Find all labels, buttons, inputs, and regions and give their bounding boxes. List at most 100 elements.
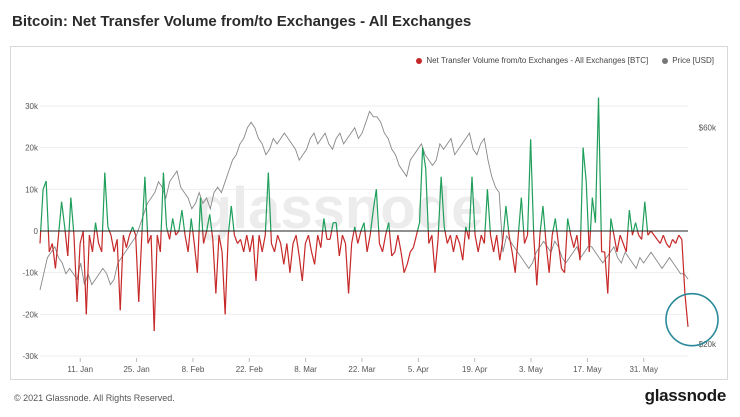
- net-segment: [264, 172, 269, 232]
- net-segment: [641, 201, 646, 232]
- net-segment: [76, 243, 81, 302]
- net-segment: [612, 230, 615, 236]
- net-segment: [462, 230, 467, 261]
- net-segment: [627, 210, 630, 232]
- net-segment: [378, 243, 384, 253]
- net-segment: [292, 234, 297, 244]
- net-segment: [385, 230, 388, 236]
- y-left-tick-label: -30k: [22, 352, 39, 361]
- net-segment: [493, 235, 498, 252]
- chart-frame: [10, 46, 728, 380]
- net-segment: [331, 222, 334, 232]
- net-segment: [397, 235, 402, 252]
- net-segment: [317, 235, 322, 248]
- legend-item-net[interactable]: Net Transfer Volume from/to Exchanges - …: [416, 56, 648, 65]
- net-segment: [591, 197, 597, 223]
- net-segment: [261, 235, 266, 252]
- net-segment: [366, 235, 371, 252]
- net-segment: [172, 218, 176, 232]
- net-segment: [418, 147, 424, 223]
- net-segment: [357, 230, 362, 244]
- net-segment: [579, 230, 582, 261]
- net-segment: [267, 172, 272, 232]
- net-segment: [514, 235, 519, 273]
- net-segment: [370, 210, 374, 232]
- net-segment: [672, 238, 677, 244]
- x-tick-label: 8. Feb: [182, 365, 205, 374]
- net-segment: [542, 205, 546, 232]
- net-segment: [150, 235, 155, 332]
- net-segment: [280, 243, 285, 265]
- net-segment: [289, 243, 294, 273]
- net-segment: [443, 226, 446, 232]
- net-segment: [51, 243, 57, 269]
- net-segment: [101, 230, 104, 252]
- net-segment: [544, 230, 547, 244]
- x-tick-label: 8. Mar: [294, 365, 317, 374]
- net-segment: [610, 218, 614, 232]
- net-segment: [354, 230, 359, 244]
- net-segment: [224, 235, 229, 315]
- net-segment: [209, 214, 213, 232]
- y-left-tick-label: -10k: [22, 269, 39, 278]
- net-segment: [474, 235, 479, 252]
- net-segment: [631, 230, 635, 236]
- net-segment: [622, 243, 627, 253]
- net-segment: [554, 218, 558, 232]
- net-segment: [94, 222, 98, 232]
- net-segment: [552, 218, 556, 232]
- net-segment: [576, 235, 581, 261]
- net-segment: [375, 189, 380, 232]
- legend-item-price[interactable]: Price [USD]: [662, 56, 714, 65]
- net-segment: [243, 235, 248, 252]
- net-segment: [233, 234, 239, 244]
- net-segment: [503, 205, 507, 232]
- net-segment: [613, 235, 618, 252]
- net-segment: [283, 243, 288, 265]
- net-segment: [369, 230, 372, 236]
- net-segment: [567, 218, 571, 232]
- net-segment: [91, 230, 96, 252]
- net-segment: [545, 243, 550, 273]
- net-segment: [286, 243, 291, 273]
- net-segment: [320, 230, 324, 248]
- net-segment: [193, 243, 198, 273]
- net-segment: [273, 235, 279, 252]
- legend-label-net: Net Transfer Volume from/to Exchanges - …: [426, 56, 649, 65]
- net-segment: [659, 234, 664, 244]
- net-segment: [444, 230, 448, 244]
- net-segment: [684, 293, 689, 327]
- net-segment: [101, 172, 106, 232]
- net-segment: [422, 147, 427, 169]
- net-segment: [178, 210, 183, 232]
- net-segment: [64, 230, 69, 257]
- net-segment: [190, 218, 194, 232]
- net-segment: [428, 234, 433, 244]
- net-segment: [625, 230, 629, 252]
- net-segment: [298, 255, 303, 282]
- net-segment: [363, 222, 366, 232]
- net-segment: [427, 230, 430, 244]
- net-segment: [156, 235, 161, 252]
- x-tick-label: 5. Apr: [408, 365, 429, 374]
- net-segment: [61, 201, 66, 227]
- net-segment: [484, 189, 489, 232]
- net-segment: [449, 235, 455, 252]
- net-segment: [162, 172, 168, 227]
- net-segment: [153, 235, 158, 332]
- net-segment: [641, 230, 643, 240]
- net-segment: [336, 230, 340, 257]
- y-right-tick-label: $60k: [699, 124, 717, 133]
- net-segment: [446, 234, 451, 244]
- net-segment: [58, 201, 63, 232]
- legend-dot-price-icon: [662, 57, 669, 64]
- net-segment: [437, 176, 442, 232]
- net-segment: [45, 180, 49, 232]
- net-segment: [647, 230, 652, 236]
- net-segment: [237, 238, 242, 244]
- net-segment: [301, 243, 306, 282]
- net-segment: [502, 230, 505, 240]
- net-segment: [144, 176, 149, 232]
- net-segment: [108, 230, 112, 236]
- net-segment: [85, 235, 90, 315]
